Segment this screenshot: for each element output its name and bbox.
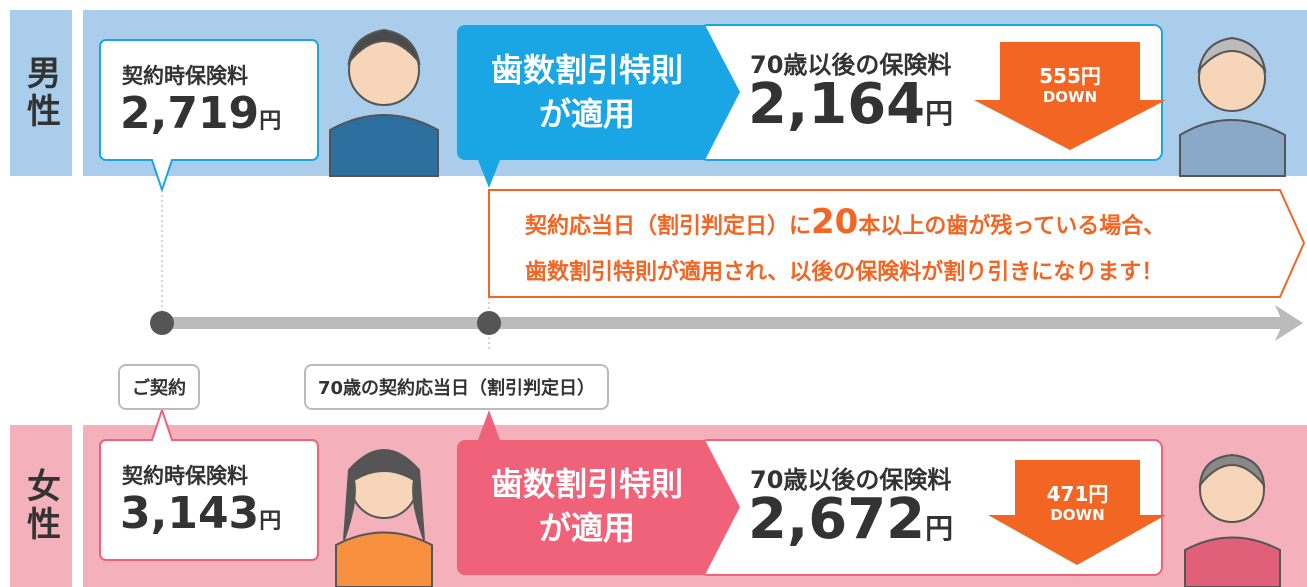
discount-line: 歯数割引特則	[462, 48, 712, 92]
initial-amount: 3,143	[120, 488, 259, 539]
gender-label: 女性	[10, 425, 72, 587]
discount-line: が適用	[462, 92, 712, 136]
note-line: 歯数割引特則が適用され、以後の保険料が割り引きになります！	[525, 254, 1163, 286]
initial-title: 契約時保険料	[122, 60, 248, 90]
unit: 円	[259, 509, 281, 534]
discount-amount: 471円	[1015, 478, 1140, 507]
timeline-label: 70歳の契約応当日（割引判定日）	[304, 364, 609, 410]
unit: 円	[259, 109, 281, 134]
unit: 円	[925, 97, 953, 130]
note-text: 契約応当日（割引判定日）に	[525, 214, 811, 239]
initial-title: 契約時保険料	[122, 460, 248, 490]
gender-label: 男性	[10, 10, 72, 176]
discount-text: 歯数割引特則が適用	[462, 462, 712, 550]
note-number: 20	[811, 202, 858, 242]
after-amount: 2,164	[748, 72, 925, 137]
note-text: 本以上の歯が残っている場合、	[858, 214, 1165, 239]
discount-amount: 555円	[1000, 60, 1140, 89]
unit: 円	[925, 512, 953, 545]
note-line: 契約応当日（割引判定日）に20本以上の歯が残っている場合、	[525, 202, 1165, 242]
discount-line: 歯数割引特則	[462, 462, 712, 506]
after-amount: 2,672	[748, 487, 925, 552]
timeline-label: ご契約	[118, 364, 200, 410]
discount-line: が適用	[462, 506, 712, 550]
infographic: 男性 契約時保険料 2,719円 歯数割引特則が適用 70歳以後の保険料 2,1…	[0, 0, 1307, 587]
discount-text: 歯数割引特則が適用	[462, 48, 712, 136]
initial-amount: 2,719	[120, 88, 259, 139]
down-label: DOWN	[1000, 88, 1140, 106]
down-label: DOWN	[1015, 506, 1140, 524]
